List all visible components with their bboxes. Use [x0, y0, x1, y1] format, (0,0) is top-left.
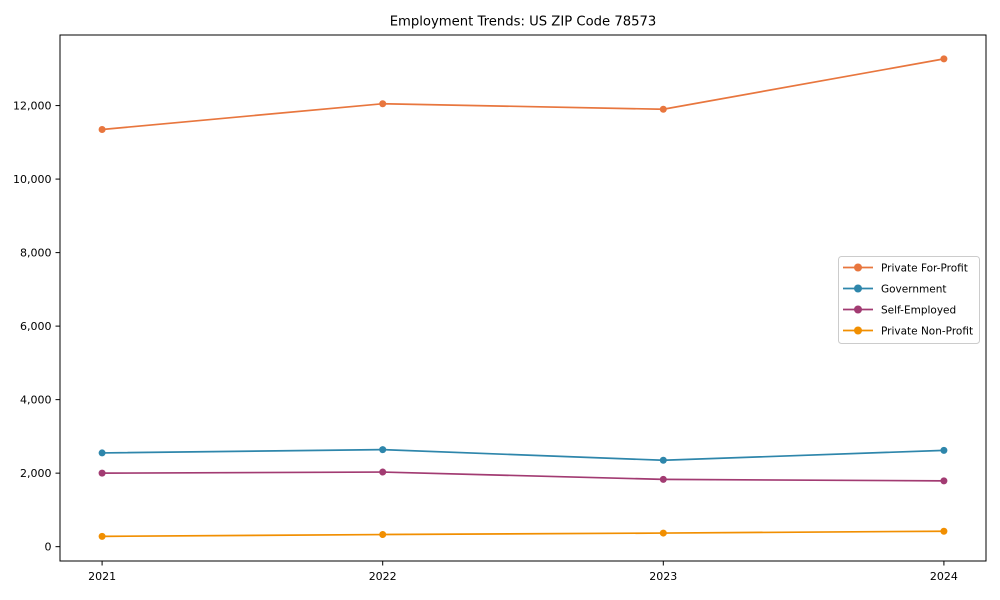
legend-label: Government — [881, 283, 946, 295]
data-point — [98, 469, 106, 477]
x-tick-label: 2022 — [369, 570, 397, 583]
series-self-employed — [98, 468, 948, 485]
x-tick-label: 2021 — [88, 570, 116, 583]
data-point — [659, 529, 667, 537]
x-tick-label: 2023 — [649, 570, 677, 583]
legend-item: Government — [843, 283, 946, 295]
series-line — [102, 58, 945, 131]
data-point — [659, 105, 667, 113]
series-government — [98, 446, 948, 464]
series-line — [102, 448, 944, 462]
data-point — [98, 532, 106, 540]
chart-title: Employment Trends: US ZIP Code 78573 — [390, 15, 657, 30]
series-private-for-profit — [98, 55, 948, 133]
legend-item: Self-Employed — [843, 304, 956, 316]
series-line — [102, 471, 944, 482]
plot-frame — [59, 34, 987, 562]
y-tick-label: 0 — [45, 541, 52, 554]
data-point — [379, 468, 387, 476]
data-point — [98, 449, 106, 457]
x-axis: 2021 2022 2023 2024 — [88, 561, 958, 583]
y-tick-label: 2,000 — [20, 467, 52, 480]
data-point — [940, 527, 948, 535]
legend-label: Self-Employed — [881, 304, 956, 316]
legend-item: Private Non-Profit — [843, 325, 973, 337]
data-point — [940, 446, 948, 454]
y-tick-label: 8,000 — [20, 247, 52, 260]
legend-marker-icon — [854, 326, 862, 335]
x-tick-label: 2024 — [930, 570, 958, 583]
y-tick-label: 4,000 — [20, 394, 52, 407]
data-point — [659, 456, 667, 464]
data-point — [940, 477, 948, 485]
legend-box — [838, 256, 980, 344]
data-point — [940, 55, 948, 63]
data-point — [379, 531, 387, 539]
legend-item: Private For-Profit — [843, 262, 968, 274]
legend-label: Private Non-Profit — [881, 325, 973, 337]
y-tick-label: 6,000 — [20, 320, 52, 333]
legend-label: Private For-Profit — [881, 262, 968, 274]
y-tick-label: 12,000 — [13, 100, 52, 113]
legend: Private For-Profit Government Self-Employe… — [838, 256, 980, 344]
legend-marker-icon — [854, 263, 862, 272]
series-line — [102, 530, 944, 538]
series-private-non-profit — [98, 527, 948, 540]
y-axis: 0 2,000 4,000 6,000 8,000 10,000 12,000 — [13, 100, 60, 554]
data-point — [659, 475, 667, 483]
data-point — [98, 125, 106, 133]
data-point — [379, 446, 387, 454]
legend-marker-icon — [854, 284, 862, 293]
y-tick-label: 10,000 — [13, 173, 52, 186]
legend-marker-icon — [854, 305, 862, 314]
data-point — [379, 100, 387, 108]
